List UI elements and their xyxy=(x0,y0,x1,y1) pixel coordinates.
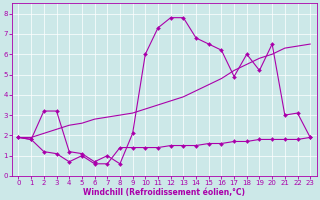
X-axis label: Windchill (Refroidissement éolien,°C): Windchill (Refroidissement éolien,°C) xyxy=(83,188,245,197)
